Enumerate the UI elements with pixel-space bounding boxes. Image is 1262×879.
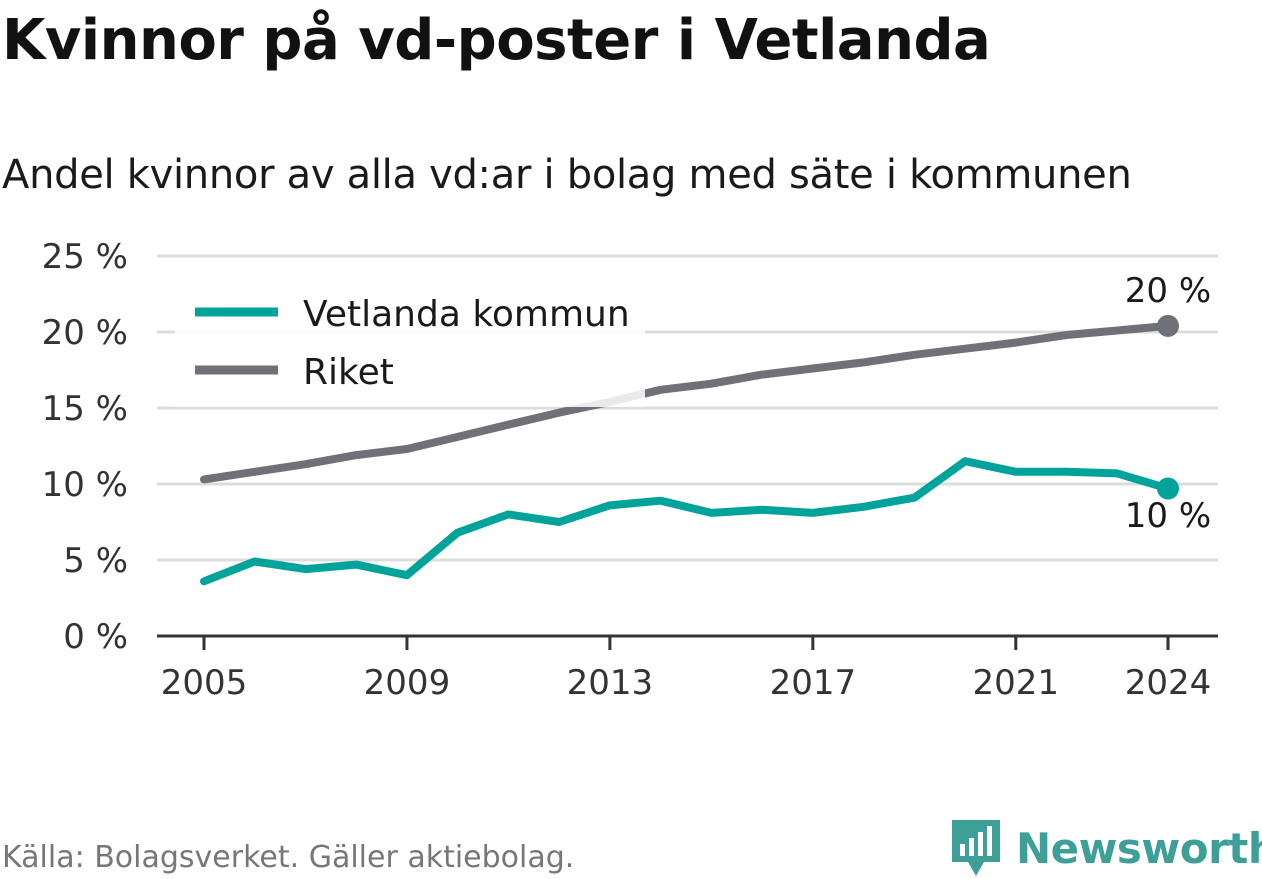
x-tick-label: 2024 [1125, 663, 1212, 703]
legend-label-vetlanda: Vetlanda kommun [303, 294, 630, 335]
brand-logo: Newsworthy [950, 818, 1262, 878]
series-line-riket [200, 321, 1172, 484]
source-note: Källa: Bolagsverket. Gäller aktiebolag. [2, 840, 575, 875]
x-tick-label: 2017 [770, 663, 857, 703]
y-tick-label: 5 % [63, 541, 128, 581]
end-label-riket: 20 % [1125, 271, 1211, 311]
y-axis-ticks: 0 % 5 % 10 % 15 % 20 % 25 % [42, 237, 128, 657]
chart-subtitle: Andel kvinnor av alla vd:ar i bolag med … [2, 152, 1132, 198]
end-marker-vetlanda [1157, 477, 1179, 500]
y-tick-label: 0 % [63, 617, 128, 657]
legend: Vetlanda kommun Riket [175, 285, 645, 407]
legend-label-riket: Riket [303, 352, 394, 393]
y-tick-label: 10 % [42, 465, 128, 505]
legend-background [175, 285, 645, 407]
brand-name: Newsworthy [1016, 823, 1262, 873]
x-tick-label: 2009 [364, 663, 451, 703]
end-markers [1157, 314, 1179, 500]
end-marker-riket [1157, 314, 1179, 337]
y-tick-label: 15 % [42, 389, 128, 429]
x-tick-label: 2021 [973, 663, 1060, 703]
x-tick-label: 2005 [161, 663, 248, 703]
end-label-vetlanda: 10 % [1125, 496, 1211, 536]
series-lines [200, 321, 1172, 586]
x-tick-label: 2013 [567, 663, 654, 703]
y-tick-label: 25 % [42, 237, 128, 277]
x-axis: 2005 2009 2013 2017 2021 2024 [157, 634, 1218, 703]
y-tick-label: 20 % [42, 313, 128, 353]
newsworthy-logo-icon [952, 820, 1000, 876]
chart-title: Kvinnor på vd-poster i Vetlanda [2, 8, 991, 73]
series-line-vetlanda [200, 457, 1172, 586]
